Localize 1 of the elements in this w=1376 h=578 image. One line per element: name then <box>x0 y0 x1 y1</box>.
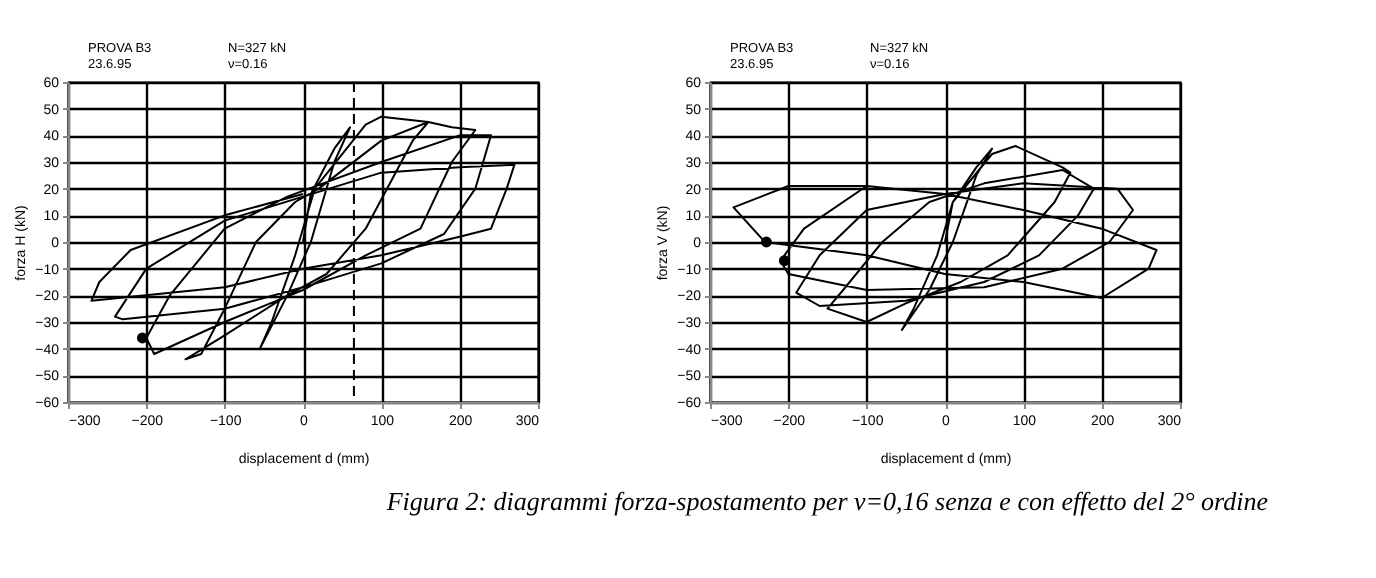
text: Figura 2: diagrammi forza-spostamento per ν=0,16 senza e con effetto del 2° ordine <box>384 486 1269 516</box>
